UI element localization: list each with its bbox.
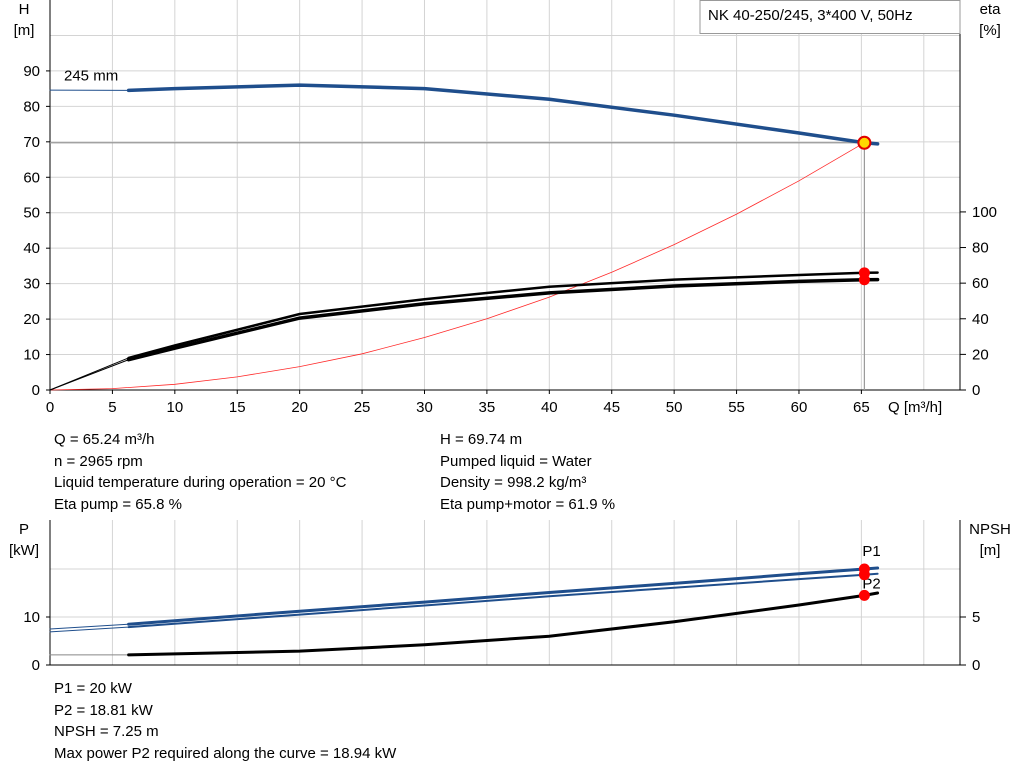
y-tick-label: 90 — [23, 63, 40, 80]
y-tick-label: 70 — [23, 134, 40, 151]
curve — [127, 566, 880, 626]
info-line: Eta pump = 65.8 % — [54, 495, 182, 513]
info-bottom: P1 = 20 kW P2 = 18.81 kW NPSH = 7.25 m Max … — [54, 678, 396, 764]
x-tick-label: 30 — [416, 399, 433, 416]
x-axis-label: Q [m³/h] — [888, 399, 942, 416]
y2-tick-label: 40 — [972, 311, 989, 328]
y2-axis-label: eta — [980, 1, 1002, 18]
y-axis-unit: [kW] — [9, 542, 39, 559]
chart-title: NK 40-250/245, 3*400 V, 50Hz — [708, 7, 913, 24]
curve — [49, 626, 130, 633]
y-tick-label: 10 — [23, 609, 40, 626]
y-tick-label: 60 — [23, 169, 40, 186]
operating-point — [858, 274, 870, 286]
x-tick-label: 50 — [666, 399, 683, 416]
operating-point — [858, 589, 870, 601]
info-line: Eta pump+motor = 61.9 % — [440, 495, 616, 513]
info-right: H = 69.74 m Pumped liquid = Water Density … — [440, 429, 615, 515]
x-tick-label: 15 — [229, 399, 246, 416]
info-line: Liquid temperature during operation = 20… — [54, 474, 347, 491]
y-tick-label: 10 — [23, 347, 40, 364]
x-tick-label: 25 — [354, 399, 371, 416]
info-line: H = 69.74 m — [440, 431, 523, 448]
curve — [49, 623, 130, 630]
y2-tick-label: 0 — [972, 382, 980, 399]
info-line: Pumped liquid = Water — [440, 452, 592, 470]
curve — [126, 277, 880, 362]
curve — [127, 271, 879, 360]
y2-axis-unit: [%] — [979, 22, 1001, 39]
curve-label: P2 — [862, 576, 880, 593]
title-box — [699, 0, 961, 34]
x-tick-label: 35 — [479, 399, 496, 416]
curve-label: P1 — [862, 543, 880, 560]
x-tick-label: 65 — [853, 399, 870, 416]
y2-tick-label: 0 — [972, 657, 980, 674]
y2-tick-label: 5 — [972, 609, 980, 626]
y2-tick-label: 60 — [972, 275, 989, 292]
x-tick-label: 45 — [603, 399, 620, 416]
y2-axis-unit: [m] — [980, 542, 1001, 559]
operating-point — [857, 135, 872, 150]
y-axis-label: P — [19, 521, 29, 538]
y-tick-label: 20 — [23, 311, 40, 328]
x-tick-label: 20 — [291, 399, 308, 416]
y-tick-label: 40 — [23, 240, 40, 257]
x-tick-label: 60 — [791, 399, 808, 416]
curve — [127, 591, 880, 657]
x-tick-label: 5 — [108, 399, 116, 416]
info-line: Q = 65.24 m³/h — [54, 431, 155, 448]
info-left: Q = 65.24 m³/h n = 2965 rpm Liquid tempera… — [54, 429, 346, 515]
y-tick-label: 0 — [32, 657, 40, 674]
curve — [49, 142, 865, 391]
y-tick-label: 80 — [23, 98, 40, 115]
x-tick-label: 40 — [541, 399, 558, 416]
info-line: NPSH = 7.25 m — [54, 723, 159, 740]
info-line: P2 = 18.81 kW — [54, 701, 153, 719]
y2-tick-label: 20 — [972, 346, 989, 363]
info-line: Max power P2 required along the curve = … — [54, 744, 397, 762]
y2-axis-label: NPSH — [969, 521, 1011, 538]
y-tick-label: 50 — [23, 205, 40, 222]
info-line: P1 = 20 kW — [54, 680, 132, 697]
info-line: Density = 998.2 kg/m³ — [440, 474, 587, 491]
x-tick-label: 0 — [46, 399, 54, 416]
y-axis-unit: [m] — [14, 22, 35, 39]
y2-tick-label: 100 — [972, 204, 997, 221]
y-axis-label: H — [19, 1, 30, 18]
info-line: n = 2965 rpm — [54, 452, 143, 470]
curve-label: 245 mm — [64, 67, 118, 84]
operating-point — [858, 569, 870, 581]
curve — [127, 572, 879, 629]
x-tick-label: 55 — [728, 399, 745, 416]
y2-tick-label: 80 — [972, 240, 989, 257]
curve — [49, 359, 130, 391]
x-tick-label: 10 — [166, 399, 183, 416]
y-tick-label: 0 — [32, 382, 40, 399]
curve — [126, 83, 880, 146]
y-tick-label: 30 — [23, 276, 40, 293]
